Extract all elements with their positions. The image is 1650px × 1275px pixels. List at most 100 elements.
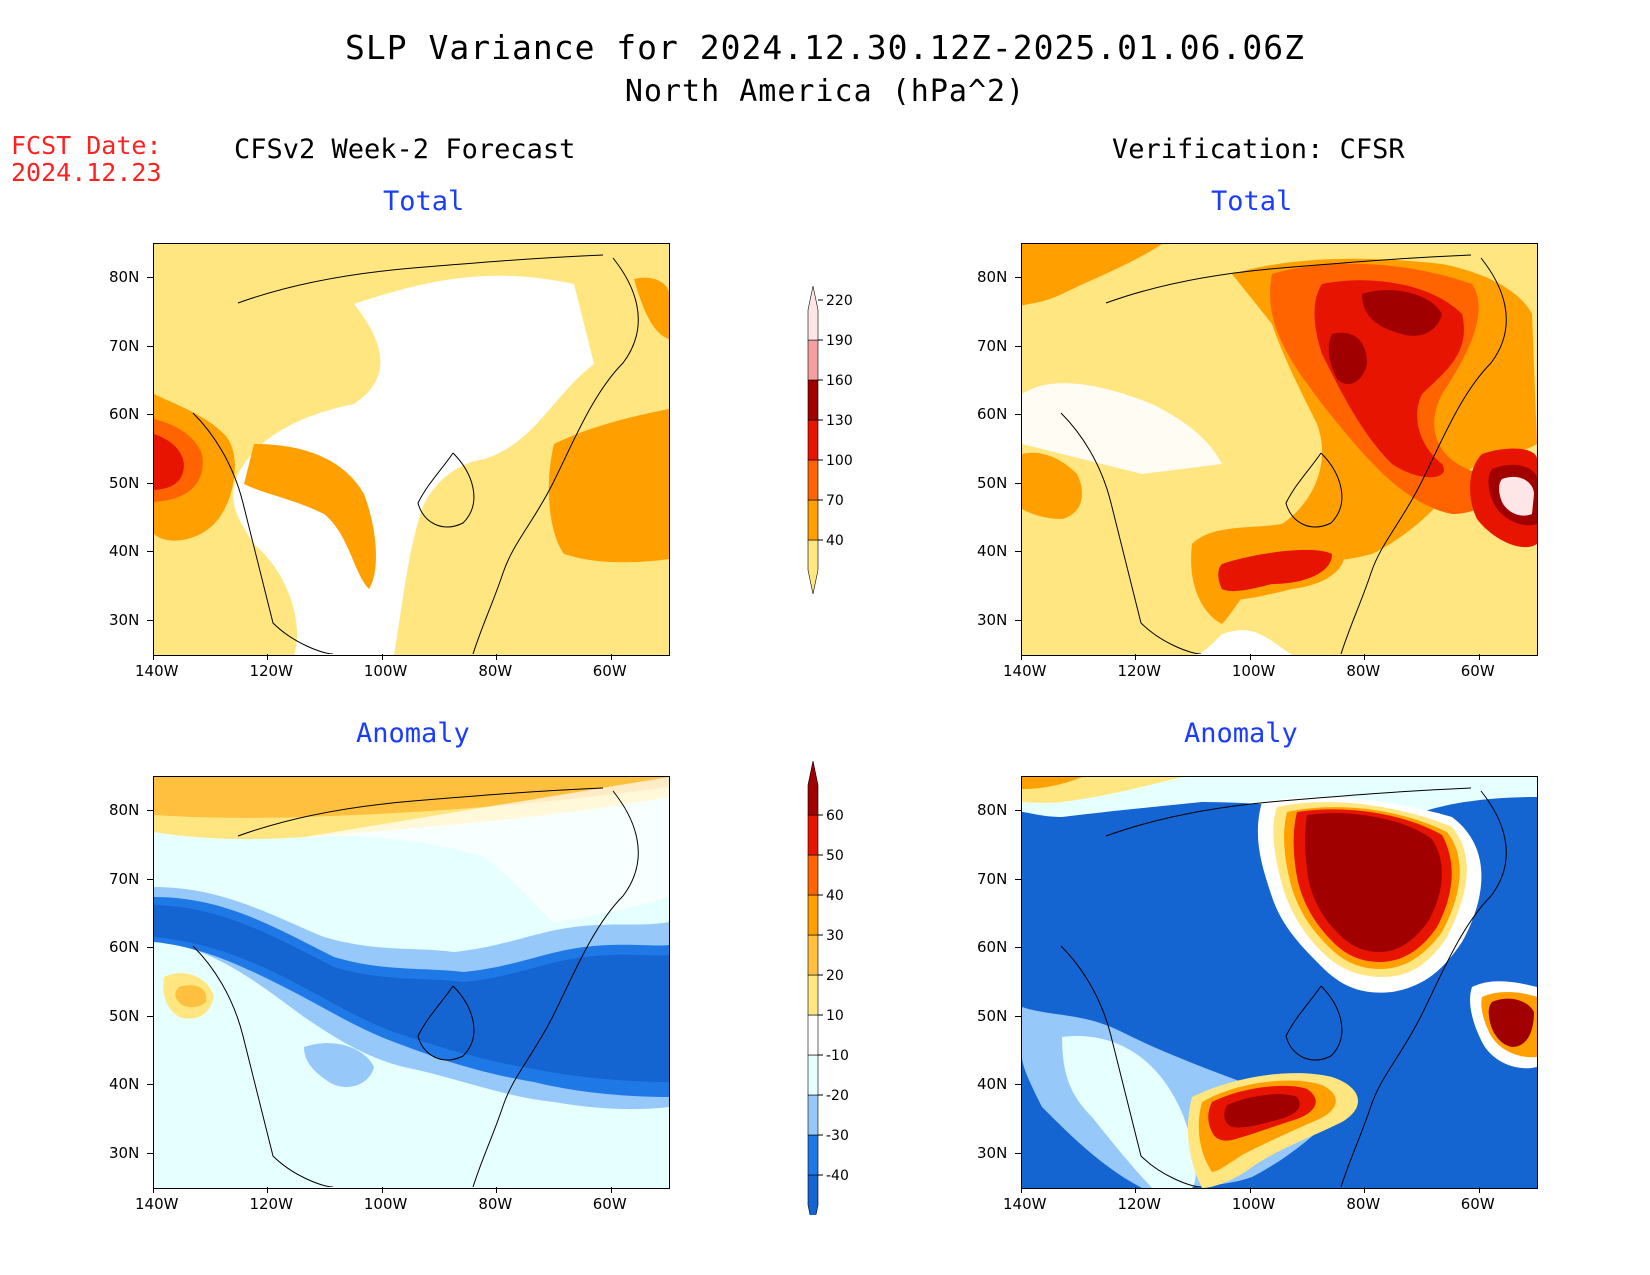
- lat-tick-label: 50N: [109, 473, 140, 492]
- lon-tick-label: 60W: [592, 1195, 627, 1213]
- lat-tick-mark: [1015, 1015, 1021, 1017]
- lat-tick-label: 80N: [977, 268, 1008, 287]
- lat-tick-mark: [1015, 414, 1021, 416]
- total-colorbar-level-label: 190: [826, 333, 853, 349]
- anomaly-colorbar-swatch: [807, 1014, 819, 1056]
- verification-total-label: Total: [1211, 186, 1293, 217]
- lat-tick-mark: [147, 947, 153, 949]
- lon-tick-mark: [1249, 654, 1251, 660]
- lat-tick-label: 80N: [109, 268, 140, 287]
- lon-tick-label: 140W: [1003, 662, 1047, 680]
- lat-tick-mark: [147, 1152, 153, 1154]
- anomaly-colorbar-swatch: [807, 814, 819, 856]
- lat-tick-label: 70N: [109, 336, 140, 355]
- lat-tick-label: 50N: [977, 473, 1008, 492]
- lon-tick-label: 80W: [1346, 1195, 1381, 1213]
- lon-tick-mark: [381, 1187, 383, 1193]
- lon-tick-mark: [267, 1187, 269, 1193]
- lat-tick-label: 60N: [977, 938, 1008, 957]
- lat-tick-mark: [147, 414, 153, 416]
- lon-tick-mark: [610, 654, 612, 660]
- lon-tick-mark: [496, 654, 498, 660]
- total-colorbar-level-label: 160: [826, 373, 853, 389]
- lon-tick-label: 140W: [135, 1195, 179, 1213]
- anomaly-colorbar-swatch: [807, 1174, 819, 1215]
- forecast-anomaly-map: [153, 776, 670, 1189]
- lon-tick-label: 100W: [1231, 1195, 1276, 1213]
- total-colorbar-level-label: 40: [826, 533, 844, 549]
- forecast-total-label: Total: [383, 186, 465, 217]
- lat-tick-label: 80N: [977, 801, 1008, 820]
- lat-tick-mark: [1015, 551, 1021, 553]
- lat-tick-mark: [1015, 878, 1021, 880]
- lat-tick-mark: [1015, 345, 1021, 347]
- total-colorbar-swatch: [807, 379, 819, 421]
- forecast-column-title: CFSv2 Week-2 Forecast: [234, 134, 576, 165]
- lon-tick-mark: [1478, 1187, 1480, 1193]
- lon-tick-label: 80W: [1346, 662, 1381, 680]
- lon-tick-mark: [1135, 1187, 1137, 1193]
- lat-tick-label: 30N: [109, 610, 140, 629]
- anomaly-colorbar-level-label: 60: [826, 808, 844, 824]
- lon-tick-label: 100W: [363, 1195, 408, 1213]
- lon-tick-label: 120W: [249, 662, 293, 680]
- lat-tick-mark: [147, 878, 153, 880]
- anomaly-colorbar-swatch: [807, 1054, 819, 1096]
- total-colorbar-swatch: [807, 419, 819, 461]
- verification-column-title: Verification: CFSR: [1112, 134, 1405, 165]
- anomaly-colorbar-swatch: [807, 974, 819, 1016]
- total-colorbar-level-label: 220: [826, 293, 853, 309]
- anomaly-colorbar-level-label: 50: [826, 848, 844, 864]
- lat-tick-label: 50N: [109, 1006, 140, 1025]
- lon-tick-label: 140W: [1003, 1195, 1047, 1213]
- lon-tick-label: 60W: [1460, 1195, 1495, 1213]
- anomaly-colorbar-swatch: [807, 1134, 819, 1176]
- total-colorbar-swatch: [807, 459, 819, 501]
- anomaly-colorbar-swatch: [807, 760, 819, 816]
- lon-tick-mark: [153, 1187, 154, 1193]
- anomaly-colorbar-level-label: 20: [826, 968, 844, 984]
- total-colorbar-level-label: 130: [826, 413, 853, 429]
- total-colorbar-swatch: [807, 285, 819, 341]
- anomaly-colorbar-level-label: 30: [826, 928, 844, 944]
- verification-total-map: [1021, 243, 1538, 656]
- lat-tick-label: 40N: [109, 1075, 140, 1094]
- lat-tick-mark: [147, 277, 153, 279]
- lat-tick-label: 70N: [977, 336, 1008, 355]
- total-colorbar-level-label: 70: [826, 493, 844, 509]
- forecast-total-coastline: [192, 254, 639, 654]
- lon-tick-label: 100W: [1231, 662, 1276, 680]
- lon-tick-mark: [1364, 1187, 1366, 1193]
- anomaly-colorbar-swatch: [807, 894, 819, 936]
- lat-tick-mark: [147, 551, 153, 553]
- lat-tick-label: 50N: [977, 1006, 1008, 1025]
- anomaly-colorbar-level-label: -20: [826, 1088, 849, 1104]
- verification-anomaly-map: [1021, 776, 1538, 1189]
- lat-tick-label: 70N: [977, 869, 1008, 888]
- lat-tick-mark: [147, 1084, 153, 1086]
- lat-tick-label: 80N: [109, 801, 140, 820]
- lat-tick-mark: [147, 619, 153, 621]
- lon-tick-mark: [1364, 654, 1366, 660]
- lon-tick-mark: [496, 1187, 498, 1193]
- lon-tick-mark: [1021, 654, 1022, 660]
- total-colorbar-swatch: [807, 499, 819, 541]
- lat-tick-mark: [1015, 1084, 1021, 1086]
- anomaly-colorbar-level-label: -10: [826, 1048, 849, 1064]
- main-subtitle: North America (hPa^2): [624, 74, 1026, 109]
- lat-tick-label: 60N: [977, 405, 1008, 424]
- forecast-anomaly-coastline: [192, 787, 639, 1187]
- lat-tick-mark: [147, 1015, 153, 1017]
- lon-tick-label: 60W: [592, 662, 627, 680]
- verification-anomaly-label: Anomaly: [1184, 718, 1298, 749]
- anomaly-colorbar-swatch: [807, 1094, 819, 1136]
- lat-tick-mark: [1015, 947, 1021, 949]
- forecast-anomaly-label: Anomaly: [356, 718, 470, 749]
- lat-tick-label: 30N: [109, 1143, 140, 1162]
- lat-tick-mark: [1015, 482, 1021, 484]
- lon-tick-label: 120W: [1117, 1195, 1161, 1213]
- lat-tick-label: 70N: [109, 869, 140, 888]
- lon-tick-label: 80W: [478, 1195, 513, 1213]
- main-title: SLP Variance for 2024.12.30.12Z-2025.01.…: [345, 28, 1305, 67]
- lat-tick-label: 60N: [109, 938, 140, 957]
